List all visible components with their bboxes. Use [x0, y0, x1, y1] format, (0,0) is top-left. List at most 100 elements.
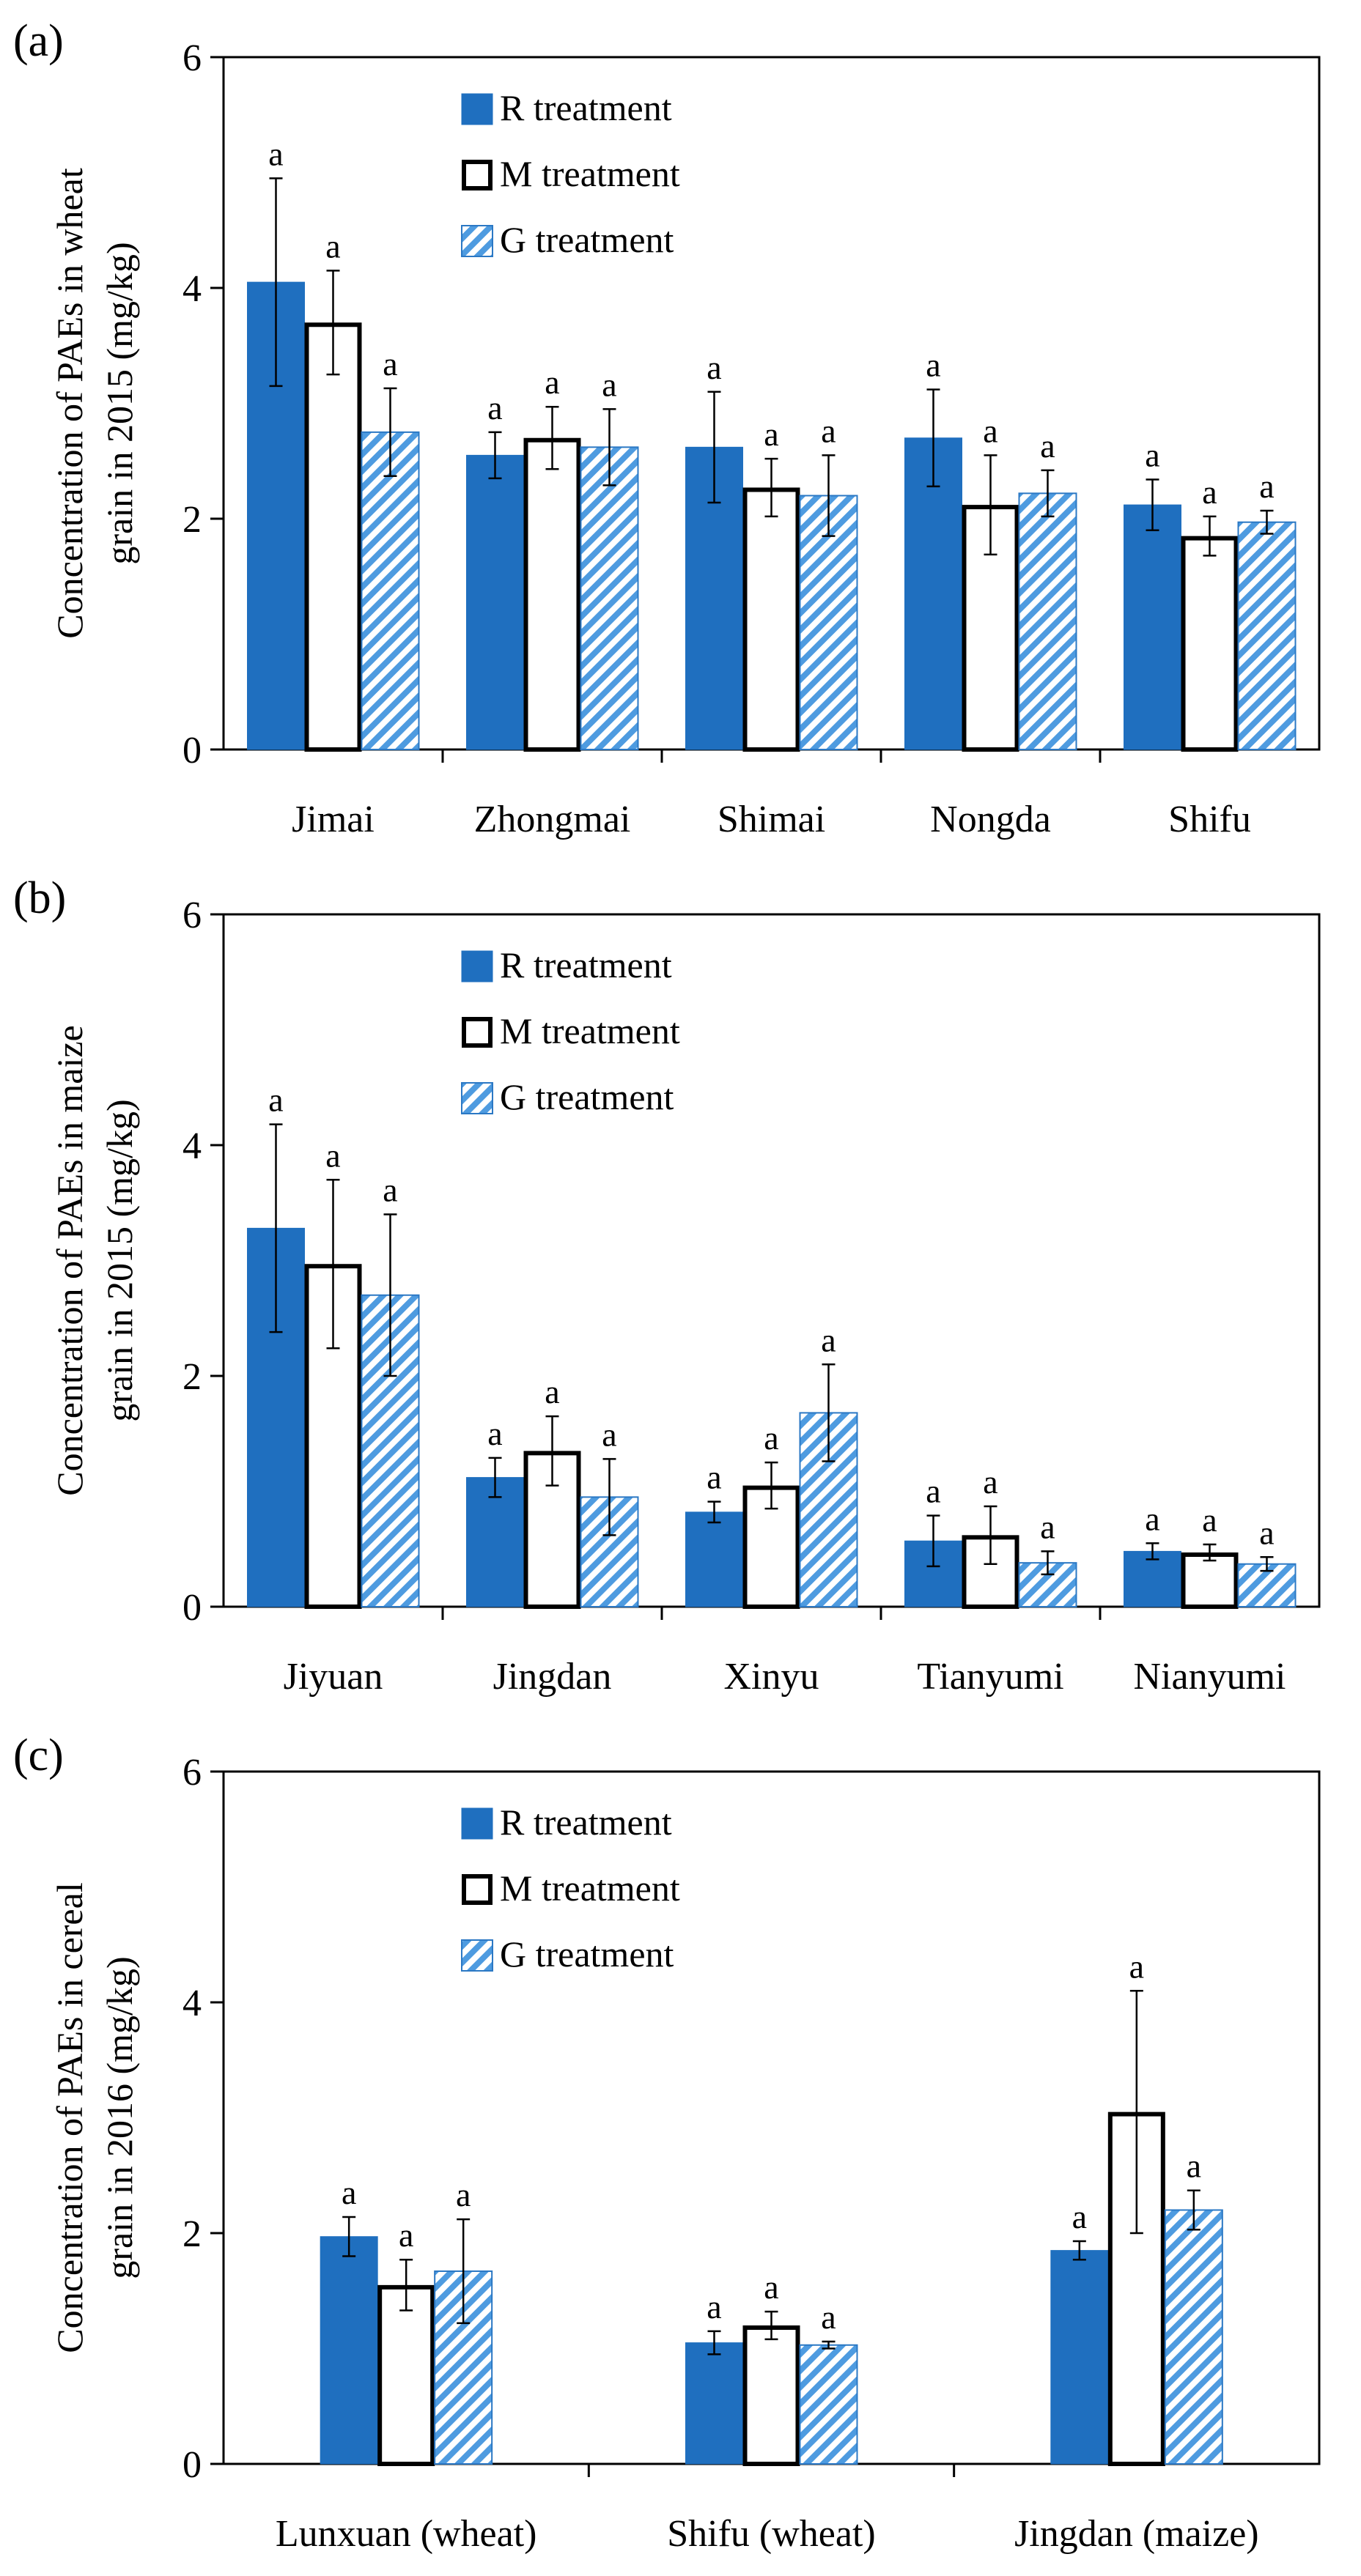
significance-label: a: [1040, 427, 1055, 465]
bar-r-treatment: [320, 2236, 378, 2465]
category-label: Tianyumi: [917, 1656, 1063, 1698]
significance-label: a: [487, 389, 502, 426]
y-axis-title-line2: grain in 2015 (mg/kg): [99, 242, 140, 564]
significance-label: a: [1187, 2147, 1201, 2185]
panel-label: (c): [13, 1731, 64, 1780]
panel-label: (b): [13, 873, 66, 923]
bar-r-treatment: [685, 1511, 743, 1607]
legend-label-m: M treatment: [500, 1868, 680, 1909]
category-label: Jimai: [292, 799, 375, 840]
y-axis-title-line2: grain in 2015 (mg/kg): [99, 1099, 140, 1421]
bar-r-treatment: [466, 1477, 524, 1607]
legend-label-r: R treatment: [500, 1802, 672, 1843]
y-tick-label: 4: [182, 268, 202, 310]
legend-swatch-g: [461, 225, 493, 257]
significance-label: a: [707, 2288, 721, 2325]
y-tick-label: 0: [182, 730, 202, 771]
significance-label: a: [383, 1172, 397, 1209]
significance-label: a: [926, 347, 940, 384]
significance-label: a: [1072, 2198, 1087, 2235]
y-axis-title-line2: grain in 2016 (mg/kg): [99, 1956, 140, 2279]
significance-label: a: [821, 412, 836, 449]
bar-m-treatment: [742, 487, 800, 752]
category-label: Nongda: [930, 799, 1051, 840]
y-tick-label: 4: [182, 1983, 202, 2024]
bar-g-treatment: [1164, 2209, 1223, 2465]
bar-r-treatment: [1124, 1550, 1181, 1607]
category-label: Xinyu: [724, 1656, 819, 1698]
bar-m-treatment: [1181, 536, 1239, 752]
chart-panel-3: (c) 0 2 4 6 Concentration of PAEs in cereal gr…: [13, 1731, 1321, 2555]
category-label: Jiyuan: [284, 1656, 383, 1698]
bar-m-treatment: [1181, 1552, 1239, 1610]
bar-r-treatment: [904, 437, 962, 750]
significance-label: a: [1259, 1514, 1274, 1551]
significance-label: a: [602, 1415, 616, 1453]
y-tick-label: 2: [182, 1356, 202, 1398]
significance-label: a: [1202, 473, 1217, 511]
y-tick-label: 6: [182, 895, 202, 936]
bar-g-treatment: [1018, 492, 1077, 750]
bar-g-treatment: [799, 2344, 858, 2465]
significance-label: a: [342, 2174, 356, 2211]
significance-label: a: [1145, 1500, 1159, 1537]
significance-label: a: [926, 1473, 940, 1510]
significance-label: a: [545, 363, 559, 401]
significance-label: a: [456, 2176, 471, 2213]
legend-label-m: M treatment: [500, 1010, 680, 1051]
legend-label-g: G treatment: [500, 1076, 674, 1117]
bar-m-treatment: [377, 2284, 435, 2466]
significance-label: a: [325, 227, 340, 264]
category-label: Nianyumi: [1134, 1656, 1286, 1698]
y-tick-label: 2: [182, 2213, 202, 2255]
legend-swatch-m: [462, 1874, 493, 1905]
category-label: Jingdan: [493, 1656, 612, 1698]
significance-label: a: [707, 349, 721, 386]
significance-label: a: [325, 1136, 340, 1174]
significance-label: a: [383, 345, 397, 382]
legend-swatch-r: [461, 93, 493, 125]
significance-label: a: [821, 2298, 836, 2336]
significance-label: a: [764, 415, 778, 453]
significance-label: a: [268, 1081, 283, 1119]
legend-swatch-m: [462, 1017, 493, 1048]
legend-swatch-r: [461, 950, 493, 982]
category-label: Shifu: [1168, 799, 1251, 840]
bar-r-treatment: [685, 2342, 743, 2465]
legend-label-m: M treatment: [500, 153, 680, 194]
significance-label: a: [821, 1321, 836, 1358]
legend-swatch-g: [461, 1939, 493, 1972]
category-label: Zhongmai: [474, 799, 631, 840]
y-axis-title-line1: Concentration of PAEs in maize: [49, 1025, 90, 1495]
chart-panel-1: (a) 0 2 4 6 Concentration of PAEs in wheat gra…: [13, 16, 1321, 840]
category-label: Shimai: [718, 799, 825, 840]
significance-label: a: [1202, 1501, 1217, 1539]
bar-g-treatment: [799, 1412, 858, 1608]
bar-g-treatment: [580, 446, 639, 750]
bar-m-treatment: [742, 2325, 800, 2466]
significance-label: a: [399, 2216, 413, 2254]
significance-label: a: [983, 412, 997, 449]
bar-m-treatment: [304, 322, 362, 752]
significance-label: a: [1040, 1508, 1055, 1545]
significance-label: a: [983, 1463, 997, 1500]
category-label: Lunxuan (wheat): [276, 2513, 537, 2555]
category-label: Shifu (wheat): [667, 2513, 875, 2555]
y-tick-label: 4: [182, 1125, 202, 1167]
significance-label: a: [707, 1459, 721, 1496]
y-tick-label: 6: [182, 37, 202, 79]
legend-label-g: G treatment: [500, 219, 674, 260]
y-tick-label: 0: [182, 2444, 202, 2486]
category-label: Jingdan (maize): [1014, 2513, 1259, 2555]
y-tick-label: 6: [182, 1752, 202, 1794]
legend-label-g: G treatment: [500, 1933, 674, 1974]
legend-swatch-m: [462, 160, 493, 190]
significance-label: a: [1259, 467, 1274, 505]
y-tick-label: 2: [182, 499, 202, 541]
significance-label: a: [764, 2268, 778, 2306]
bar-r-treatment: [466, 454, 524, 750]
bar-g-treatment: [1237, 521, 1297, 750]
significance-label: a: [1129, 1947, 1144, 1985]
